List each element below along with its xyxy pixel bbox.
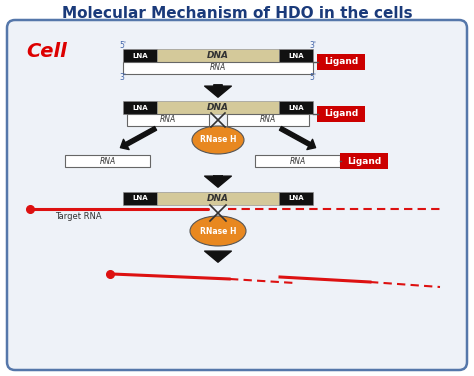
Text: RNase H: RNase H <box>200 226 236 235</box>
Bar <box>157 49 279 62</box>
Text: DNA: DNA <box>207 51 229 60</box>
Ellipse shape <box>192 126 244 154</box>
Text: LNA: LNA <box>132 105 148 111</box>
Bar <box>279 101 313 114</box>
Bar <box>157 192 279 205</box>
Text: Ligand: Ligand <box>324 57 358 66</box>
Text: RNA: RNA <box>160 115 176 124</box>
Text: 5': 5' <box>119 41 127 50</box>
Text: DNA: DNA <box>207 194 229 203</box>
Text: Ligand: Ligand <box>324 109 358 118</box>
Text: RNA: RNA <box>210 64 226 73</box>
Bar <box>123 101 157 114</box>
Bar <box>279 192 313 205</box>
Text: RNA: RNA <box>100 156 116 165</box>
Text: 5': 5' <box>310 73 317 82</box>
Text: DNA: DNA <box>207 103 229 112</box>
FancyBboxPatch shape <box>340 153 388 169</box>
Bar <box>279 49 313 62</box>
Text: LNA: LNA <box>132 196 148 202</box>
FancyBboxPatch shape <box>317 106 365 121</box>
FancyBboxPatch shape <box>7 20 467 370</box>
Bar <box>123 49 157 62</box>
Text: RNase H: RNase H <box>200 135 236 144</box>
Text: Ligand: Ligand <box>347 156 381 165</box>
Text: LNA: LNA <box>288 53 304 59</box>
Text: RNA: RNA <box>290 156 306 165</box>
Ellipse shape <box>190 216 246 246</box>
Text: LNA: LNA <box>288 196 304 202</box>
Text: 3': 3' <box>310 41 317 50</box>
FancyBboxPatch shape <box>317 53 365 70</box>
Bar <box>127 114 209 126</box>
Text: 3': 3' <box>119 73 127 82</box>
Text: Cell: Cell <box>26 42 67 61</box>
Bar <box>65 155 151 167</box>
Text: Molecular Mechanism of HDO in the cells: Molecular Mechanism of HDO in the cells <box>62 6 412 21</box>
Bar <box>255 155 340 167</box>
Text: LNA: LNA <box>132 53 148 59</box>
Text: Target RNA: Target RNA <box>55 212 101 221</box>
Bar <box>123 62 313 74</box>
Bar <box>123 192 157 205</box>
Text: LNA: LNA <box>288 105 304 111</box>
Bar <box>157 101 279 114</box>
Text: RNA: RNA <box>260 115 276 124</box>
Bar <box>227 114 309 126</box>
